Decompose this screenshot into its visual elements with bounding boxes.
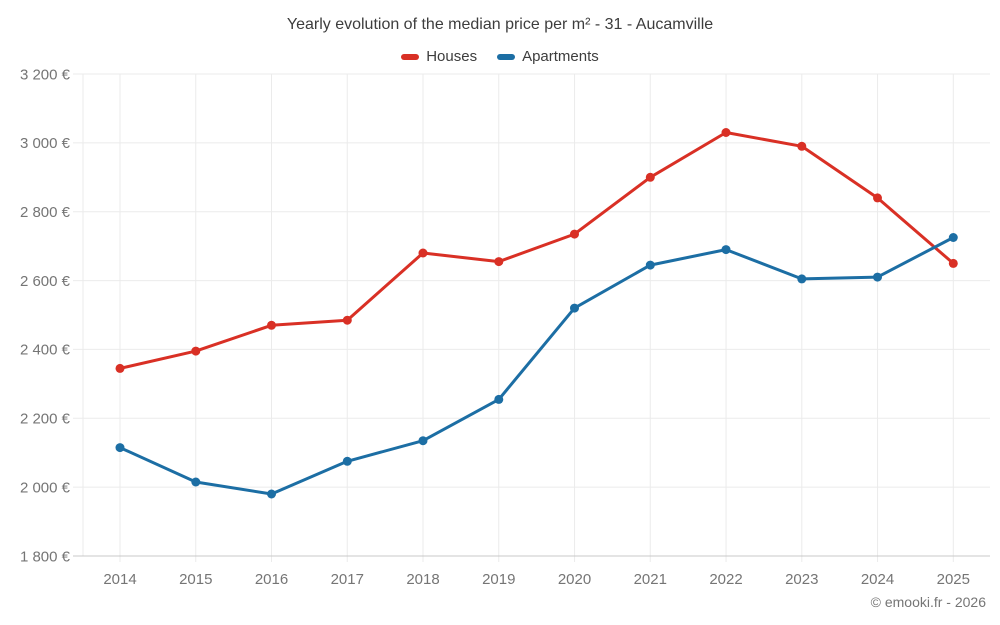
- chart-title: Yearly evolution of the median price per…: [286, 16, 714, 33]
- y-tick-label-3200: 3 200 €: [20, 66, 71, 83]
- point-houses-2014[interactable]: [115, 363, 125, 373]
- y-tick-label-2400: 2 400 €: [20, 342, 71, 359]
- legend-label-apartments: Apartments: [522, 48, 599, 65]
- point-houses-2016[interactable]: [267, 320, 276, 330]
- point-apartments-2015[interactable]: [191, 477, 201, 487]
- point-apartments-2020[interactable]: [570, 303, 579, 313]
- point-apartments-2025[interactable]: [948, 233, 958, 242]
- point-apartments-2021[interactable]: [645, 260, 655, 270]
- point-apartments-2017[interactable]: [342, 456, 352, 466]
- x-tick-label-2021: 2021: [634, 571, 667, 588]
- legend-item-apartments[interactable]: Apartments: [497, 48, 599, 65]
- legend-item-houses[interactable]: Houses: [401, 48, 477, 65]
- point-apartments-2022[interactable]: [721, 245, 731, 255]
- point-houses-2021[interactable]: [645, 172, 655, 182]
- point-apartments-2024[interactable]: [873, 272, 882, 282]
- point-apartments-2018[interactable]: [418, 436, 428, 446]
- y-tick-label-2200: 2 200 €: [20, 411, 71, 428]
- point-apartments-2016[interactable]: [267, 489, 276, 499]
- legend-label-houses: Houses: [426, 48, 478, 65]
- series-apartments-line: [118, 236, 955, 496]
- point-apartments-2014[interactable]: [115, 443, 125, 453]
- legend-swatch-apartments: [497, 53, 516, 60]
- x-tick-label-2019: 2019: [482, 571, 515, 588]
- y-tick-label-3000: 3 000 €: [20, 135, 71, 152]
- footer-credit: © emooki.fr - 2026: [870, 594, 986, 610]
- y-tick-label-2600: 2 600 €: [20, 273, 71, 290]
- x-tick-label-2014: 2014: [103, 571, 136, 588]
- x-tick-label-2020: 2020: [558, 571, 591, 588]
- y-tick-label-2000: 2 000 €: [20, 479, 71, 496]
- series-houses-line: [118, 131, 955, 370]
- y-tick-label-1800: 1 800 €: [20, 548, 71, 565]
- point-houses-2020[interactable]: [570, 229, 579, 239]
- point-houses-2017[interactable]: [342, 315, 352, 325]
- point-houses-2015[interactable]: [191, 346, 201, 356]
- chart-legend: Houses Apartments: [0, 48, 1000, 65]
- point-apartments-2019[interactable]: [494, 394, 504, 404]
- point-houses-2022[interactable]: [721, 128, 731, 137]
- y-tick-label-2800: 2 800 €: [20, 204, 71, 221]
- point-houses-2023[interactable]: [797, 141, 807, 151]
- x-tick-label-2015: 2015: [179, 571, 212, 588]
- x-tick-label-2022: 2022: [709, 571, 742, 588]
- point-houses-2018[interactable]: [418, 248, 428, 258]
- x-tick-label-2024: 2024: [861, 571, 894, 588]
- point-apartments-2023[interactable]: [797, 274, 807, 284]
- point-houses-2019[interactable]: [494, 257, 504, 267]
- point-houses-2025[interactable]: [948, 258, 958, 268]
- legend-swatch-houses: [401, 53, 420, 60]
- x-tick-label-2018: 2018: [406, 571, 439, 588]
- x-tick-label-2023: 2023: [785, 571, 818, 588]
- x-tick-label-2016: 2016: [255, 571, 288, 588]
- point-houses-2024[interactable]: [873, 193, 882, 203]
- x-tick-label-2025: 2025: [937, 571, 970, 588]
- x-tick-label-2017: 2017: [331, 571, 364, 588]
